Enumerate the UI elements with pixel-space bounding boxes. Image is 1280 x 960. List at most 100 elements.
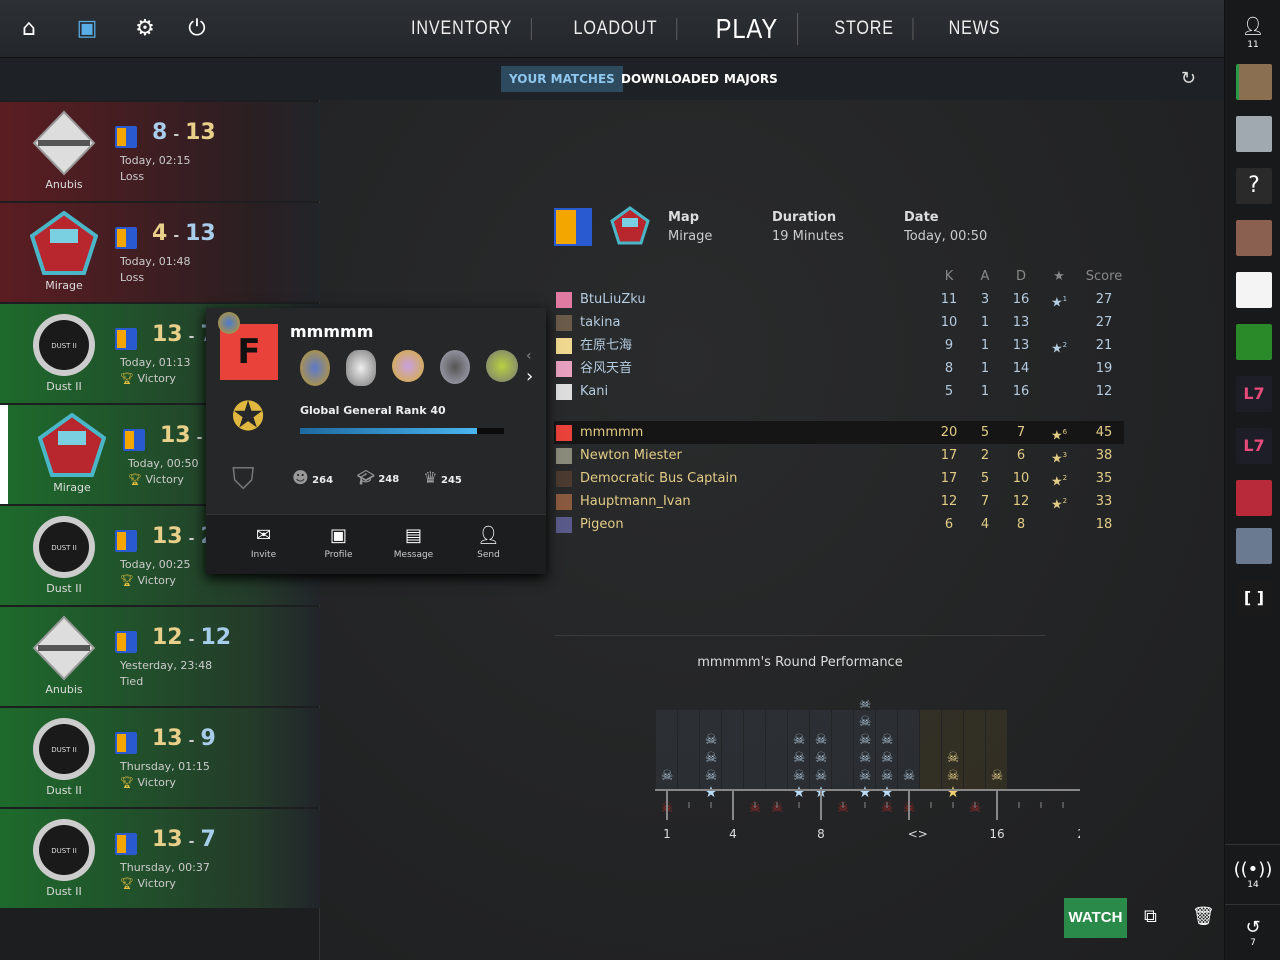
friends-icon[interactable]: 👤︎ 11: [1225, 18, 1280, 54]
match-row[interactable]: Anubis 12-12 Yesterday, 23:48 Tied: [0, 607, 320, 706]
friend-avatar[interactable]: [ ]: [1236, 580, 1272, 616]
tab-downloaded[interactable]: DOWNLOADED: [621, 72, 719, 86]
friend-avatar[interactable]: [1236, 528, 1272, 564]
tv-icon[interactable]: ▣: [76, 16, 98, 41]
prev-arrow-icon[interactable]: ‹: [526, 348, 532, 364]
nav-play[interactable]: PLAY: [697, 13, 798, 45]
player-name[interactable]: Hauptmann_Ivan: [580, 494, 691, 509]
score: 12: [1095, 384, 1113, 399]
kill-skull-icon: ☠: [705, 732, 718, 748]
map-info: Map Mirage: [668, 210, 712, 244]
deaths: 13: [1012, 315, 1030, 330]
medal-icon[interactable]: [440, 350, 470, 384]
score-team-a: 13: [152, 726, 183, 751]
match-result: 🏆︎ Victory: [120, 372, 176, 385]
player-name[interactable]: 谷风天音: [580, 361, 633, 376]
tick-label: 1: [663, 827, 671, 841]
broadcast-icon[interactable]: ((•)) 14: [1225, 844, 1280, 900]
player-avatar: [556, 425, 572, 441]
tab-majors[interactable]: MAJORS: [724, 72, 778, 86]
nav-store[interactable]: STORE: [815, 18, 914, 40]
friend-avatar[interactable]: [1236, 272, 1272, 308]
match-result-label: Victory: [137, 877, 176, 890]
nav-news[interactable]: NEWS: [948, 18, 1001, 39]
score-separator: -: [188, 329, 195, 345]
kill-skull-icon: ☠: [859, 732, 872, 748]
external-link-icon[interactable]: ⧉: [1144, 906, 1157, 927]
round-column: [876, 710, 897, 790]
player-name[interactable]: Pigeon: [580, 517, 624, 532]
dust2-map-icon: DUST II: [33, 314, 95, 376]
unknown-avatar[interactable]: ?: [1236, 168, 1272, 204]
match-row[interactable]: DUST II Dust II 13-9 Thursday, 01:15 🏆︎ V…: [0, 708, 320, 807]
player-row[interactable]: 在原七海 9 1 13 ★2 21: [554, 334, 1124, 357]
next-arrow-icon[interactable]: ›: [526, 366, 534, 387]
player-row[interactable]: Democratic Bus Captain 17 5 10 ★2 35: [554, 467, 1124, 490]
match-row[interactable]: Mirage 4-13 Today, 01:48 Loss: [0, 203, 320, 302]
trophy-icon: 🏆︎: [120, 776, 134, 789]
friend-avatar[interactable]: [1236, 64, 1272, 100]
kill-skull-icon: ☠: [859, 700, 872, 712]
power-icon[interactable]: ⏻: [188, 16, 206, 41]
profile-button[interactable]: ▣ Profile: [309, 515, 369, 574]
player-name[interactable]: BtuLiuZku: [580, 292, 646, 307]
medal-icon[interactable]: [486, 350, 518, 382]
sub-nav: YOUR MATCHES DOWNLOADED MAJORS ↻: [0, 58, 1224, 100]
player-name[interactable]: 在原七海: [580, 338, 633, 353]
watch-button[interactable]: WATCH: [1064, 898, 1127, 938]
trash-icon[interactable]: 🗑︎: [1192, 906, 1215, 927]
match-row[interactable]: DUST II Dust II 13-7 Thursday, 00:37 🏆︎ V…: [0, 809, 320, 908]
match-row[interactable]: Anubis 8-13 Today, 02:15 Loss: [0, 102, 320, 201]
player-row[interactable]: 谷风天音 8 1 14 19: [554, 357, 1124, 380]
crown-icon: ♛: [423, 468, 438, 487]
kill-skull-icon: ☠: [881, 732, 894, 748]
refresh-icon[interactable]: ↻: [1180, 68, 1196, 89]
match-list[interactable]: Anubis 8-13 Today, 02:15 Loss Mirage 4-13…: [0, 100, 320, 960]
player-row[interactable]: mmmmm 20 5 7 ★6 45: [554, 421, 1124, 444]
nav-loadout[interactable]: LOADOUT: [555, 18, 678, 40]
leader-stat: ♛ 245: [423, 468, 462, 487]
player-row[interactable]: Pigeon 6 4 8 18: [554, 513, 1124, 536]
medal-icon[interactable]: [392, 350, 424, 382]
player-name[interactable]: Democratic Bus Captain: [580, 471, 738, 486]
chart-title: mmmmm's Round Performance: [697, 655, 903, 670]
player-row[interactable]: takina 10 1 13 27: [554, 311, 1124, 334]
player-row[interactable]: Newton Miester 17 2 6 ★3 38: [554, 444, 1124, 467]
friend-avatar[interactable]: [1236, 324, 1272, 360]
invite-button[interactable]: ✉ Invite: [234, 515, 294, 574]
friend-avatar[interactable]: [1236, 220, 1272, 256]
gear-icon[interactable]: ⚙: [135, 16, 155, 41]
mvp-count: 2: [1062, 497, 1068, 505]
deaths: 8: [1016, 517, 1026, 532]
friend-avatar[interactable]: L7: [1236, 428, 1272, 464]
player-row[interactable]: Hauptmann_Ivan 12 7 12 ★2 33: [554, 490, 1124, 513]
message-button[interactable]: ▤ Message: [384, 515, 444, 574]
player-avatar: [556, 292, 572, 308]
nav-inventory[interactable]: INVENTORY: [392, 18, 532, 40]
player-row[interactable]: BtuLiuZku 11 3 16 ★1 27: [554, 288, 1124, 311]
score-team-a: 13: [152, 827, 183, 852]
deaths: 16: [1012, 292, 1030, 307]
player-row[interactable]: Kani 5 1 16 12: [554, 380, 1124, 403]
player-avatar: [556, 471, 572, 487]
mvp-star-icon: ★: [946, 783, 959, 801]
friend-avatar[interactable]: L7: [1236, 376, 1272, 412]
history-icon[interactable]: ↺ 7: [1225, 904, 1280, 960]
medal-icon[interactable]: [300, 350, 330, 386]
player-avatar: [556, 494, 572, 510]
friend-avatar[interactable]: [1236, 480, 1272, 516]
home-icon[interactable]: ⌂: [22, 16, 36, 41]
trophy-icon: 🏆︎: [128, 473, 142, 486]
player-name[interactable]: takina: [580, 315, 621, 330]
score-separator: -: [188, 632, 195, 648]
tab-your-matches[interactable]: YOUR MATCHES: [501, 66, 623, 92]
mvp-star-icon: ★: [880, 783, 893, 801]
player-name[interactable]: Newton Miester: [580, 448, 682, 463]
medal-icon[interactable]: [346, 350, 376, 386]
mirage-map-icon: [38, 413, 106, 477]
send-button[interactable]: 👤︎ Send: [459, 515, 519, 574]
player-name[interactable]: mmmmm: [580, 425, 644, 440]
friend-avatar[interactable]: [1236, 116, 1272, 152]
player-name[interactable]: Kani: [580, 384, 609, 399]
assists: 1: [980, 338, 990, 353]
